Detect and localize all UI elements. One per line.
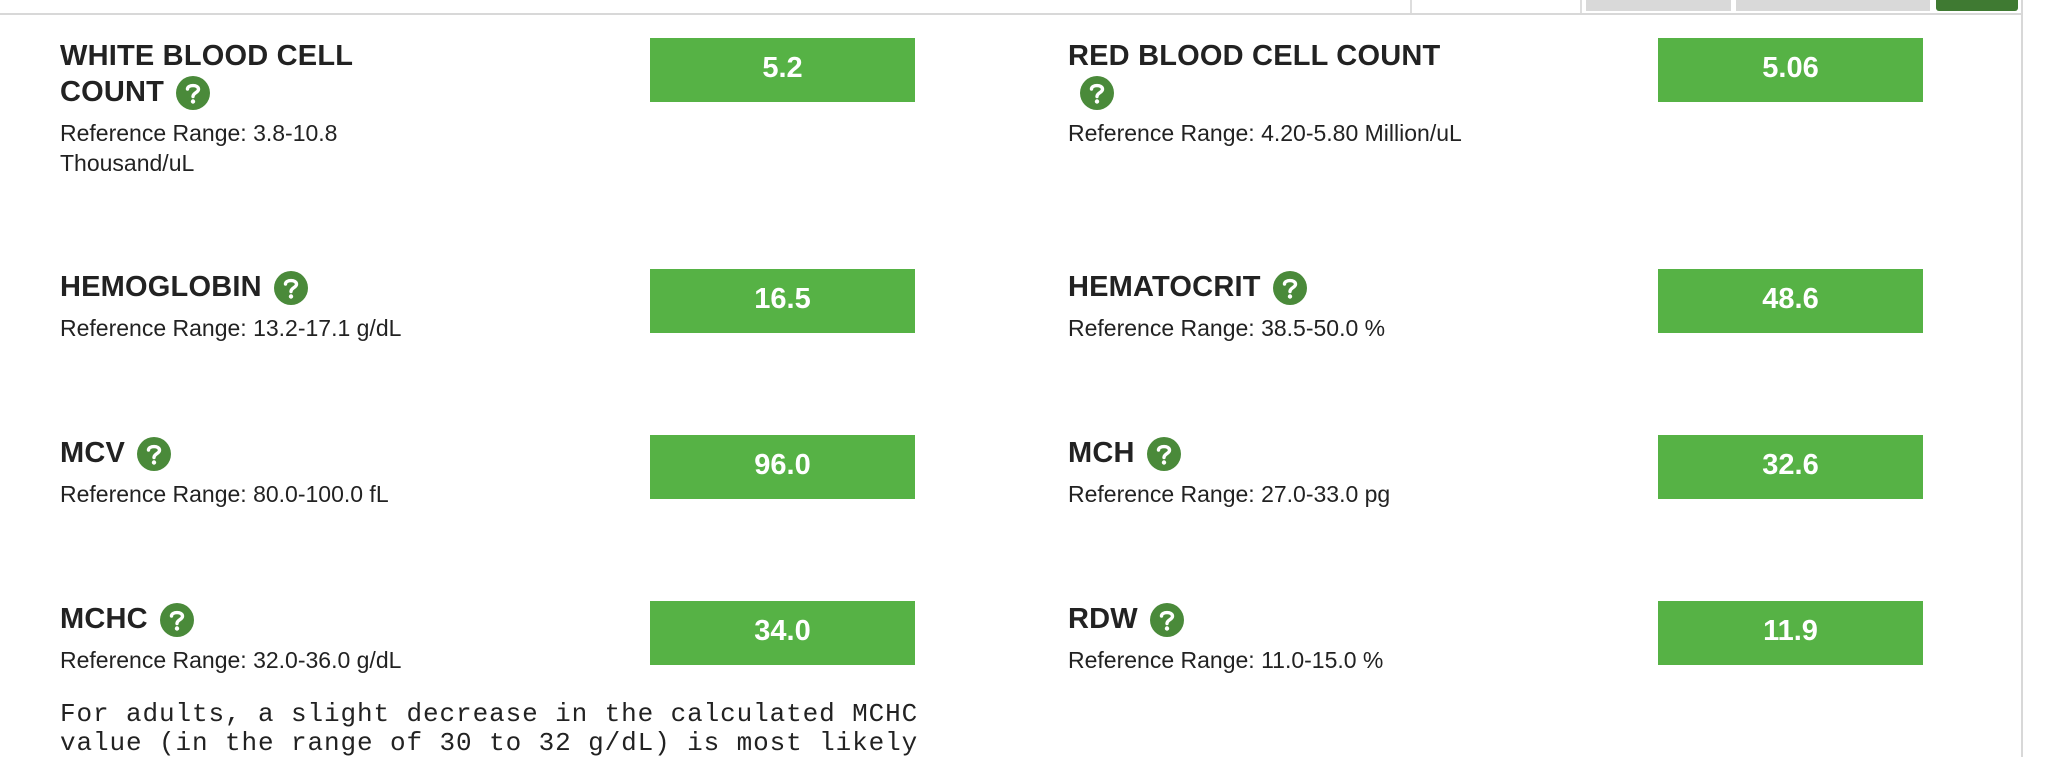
result-item: MCV Reference Range: 80.0-100.0 fL 96.0 (60, 435, 960, 615)
reference-range: Reference Range: 4.20-5.80 Million/uL (1068, 120, 1462, 147)
reference-range: Reference Range: 27.0-33.0 pg (1068, 481, 1391, 508)
scroll-edge (2021, 0, 2023, 757)
result-item: HEMATOCRIT Reference Range: 38.5-50.0 % 48… (1068, 269, 1968, 449)
result-title: HEMOGLOBIN (60, 269, 960, 306)
result-item: RDW Reference Range: 11.0-15.0 % 11.9 (1068, 601, 1968, 781)
result-item: MCHC Reference Range: 32.0-36.0 g/dL 34.0 (60, 601, 960, 781)
result-item: WHITE BLOOD CELL COUNT Reference Range: 3… (60, 38, 960, 218)
reference-range: Reference Range: 13.2-17.1 g/dL (60, 315, 402, 342)
result-title: MCV (60, 435, 960, 472)
divider (1580, 0, 1582, 13)
help-icon[interactable] (1146, 437, 1181, 472)
result-name: MCH (1068, 437, 1135, 469)
result-title: MCHC (60, 601, 960, 638)
page: {"results": [ {"name": "WHITE BLOOD CELL… (0, 0, 2023, 758)
result-item: RED BLOOD CELL COUNT Reference Range: 4.2… (1068, 38, 1968, 218)
help-icon[interactable] (273, 271, 308, 306)
reference-range: Reference Range: 11.0-15.0 % (1068, 647, 1384, 674)
help-icon[interactable] (159, 603, 194, 638)
result-value: 48.6 (1658, 269, 1923, 333)
reference-range: Reference Range: 32.0-36.0 g/dL (60, 647, 402, 674)
reference-range: Reference Range: 3.8-10.8 Thousand/uL (60, 120, 338, 177)
tab[interactable] (1736, 0, 1930, 11)
tab[interactable] (1586, 0, 1731, 11)
result-title: WHITE BLOOD CELL COUNT (60, 38, 430, 111)
tab[interactable] (1936, 0, 2018, 11)
result-value: 32.6 (1658, 435, 1923, 499)
result-title: MCH (1068, 435, 1968, 472)
result-name: HEMOGLOBIN (60, 271, 262, 303)
result-item: MCH Reference Range: 27.0-33.0 pg 32.6 (1068, 435, 1968, 615)
help-icon[interactable] (1080, 76, 1114, 111)
result-name: RED BLOOD CELL COUNT (1068, 40, 1441, 72)
divider (1410, 0, 1412, 13)
result-title: RED BLOOD CELL COUNT (1068, 38, 1468, 111)
result-title: HEMATOCRIT (1068, 269, 1968, 306)
result-value: 34.0 (650, 601, 915, 665)
result-name: MCV (60, 437, 126, 469)
help-icon[interactable] (1149, 603, 1184, 638)
help-icon[interactable] (137, 437, 172, 472)
result-name: RDW (1068, 603, 1138, 635)
help-icon[interactable] (176, 76, 211, 111)
result-name: WHITE BLOOD CELL COUNT (60, 40, 353, 108)
top-bar (0, 0, 2022, 15)
result-value: 5.06 (1658, 38, 1923, 102)
result-value: 16.5 (650, 269, 915, 333)
result-name: HEMATOCRIT (1068, 271, 1261, 303)
result-item: HEMOGLOBIN Reference Range: 13.2-17.1 g/d… (60, 269, 960, 449)
result-value: 11.9 (1658, 601, 1923, 665)
help-icon[interactable] (1272, 271, 1307, 306)
result-name: MCHC (60, 603, 148, 635)
reference-range: Reference Range: 80.0-100.0 fL (60, 481, 389, 508)
result-value: 96.0 (650, 435, 915, 499)
note: For adults, a slight decrease in the cal… (60, 699, 919, 758)
reference-range: Reference Range: 38.5-50.0 % (1068, 315, 1386, 342)
result-title: RDW (1068, 601, 1968, 638)
result-value: 5.2 (650, 38, 915, 102)
